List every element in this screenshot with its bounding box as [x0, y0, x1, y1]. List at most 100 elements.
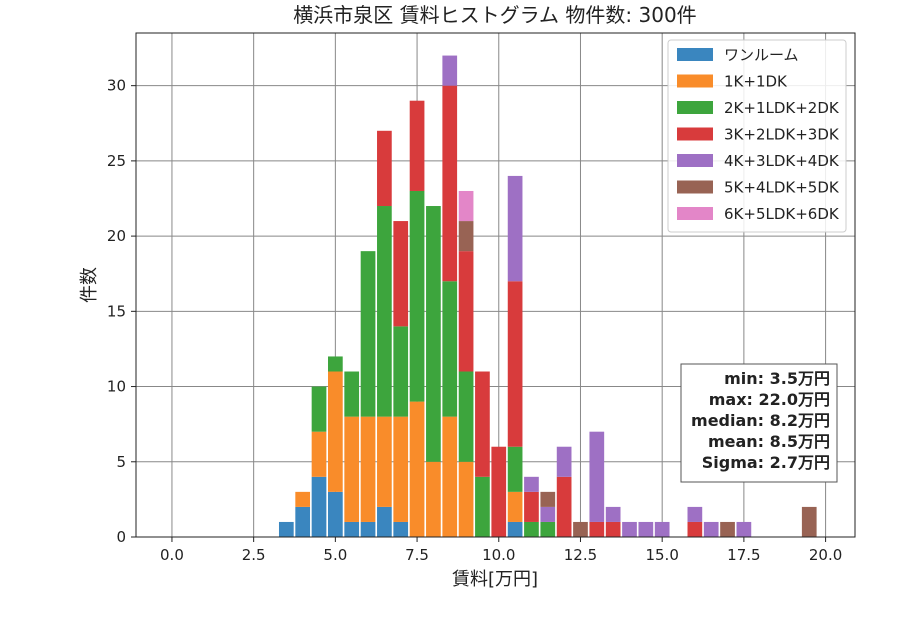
- histogram-bar: [377, 130, 392, 207]
- chart-title: 横浜市泉区 賃料ヒストグラム 物件数: 300件: [293, 3, 696, 27]
- histogram-bar: [540, 491, 556, 507]
- x-axis: 0.0 2.5 5.0 7.5 10.0 12.5 15.0 17.5 20.0: [160, 537, 842, 564]
- stats-line: mean: 8.5万円: [708, 432, 830, 451]
- legend-label: 3K+2LDK+3DK: [724, 126, 840, 144]
- histogram-bar: [360, 251, 376, 417]
- histogram-bar: [507, 281, 523, 447]
- x-tick-label: 10.0: [482, 546, 515, 564]
- x-tick-label: 15.0: [645, 546, 678, 564]
- histogram-bar: [507, 446, 523, 492]
- plot-frame: [135, 32, 856, 538]
- legend-swatch: [677, 48, 713, 61]
- x-axis-label: 賃料[万円]: [452, 569, 538, 590]
- histogram-bar: [328, 491, 343, 537]
- histogram-bar: [295, 491, 311, 507]
- histogram-bar: [409, 401, 425, 537]
- histogram-bar: [720, 521, 735, 537]
- y-axis: 0 5 10 15 20 25 30: [107, 77, 136, 546]
- histogram-bar: [377, 416, 392, 507]
- histogram-bar: [638, 521, 654, 537]
- histogram-bar: [736, 521, 752, 537]
- histogram-bar: [393, 416, 409, 522]
- histogram-bar: [540, 521, 556, 537]
- histogram-bar: [311, 431, 327, 477]
- histogram-bar: [442, 55, 458, 86]
- histogram-bar: [556, 446, 572, 477]
- stats-line: Sigma: 2.7万円: [702, 453, 830, 472]
- histogram-bar: [393, 521, 409, 537]
- histogram-bar: [360, 416, 376, 522]
- histogram-bar: [605, 521, 621, 537]
- histogram-bar: [458, 371, 474, 462]
- histogram-bar: [475, 476, 490, 537]
- histogram-bar: [377, 506, 392, 537]
- histogram-bar: [278, 521, 294, 537]
- histogram-bar: [687, 506, 703, 522]
- histogram-bar: [442, 416, 458, 537]
- histogram-bar: [344, 371, 360, 417]
- y-tick-label: 0: [116, 528, 126, 546]
- histogram-bar: [687, 521, 703, 537]
- legend-label: 4K+3LDK+4DK: [724, 152, 840, 170]
- histogram-bar: [507, 491, 523, 522]
- y-tick-label: 30: [107, 77, 126, 95]
- histogram-bar: [524, 491, 539, 522]
- legend-swatch: [677, 101, 713, 114]
- histogram-bar: [311, 386, 327, 432]
- histogram-bar: [507, 521, 523, 537]
- histogram-bar: [409, 190, 425, 402]
- x-tick-label: 20.0: [809, 546, 842, 564]
- legend-label: 2K+1LDK+2DK: [724, 99, 840, 117]
- x-tick-label: 17.5: [727, 546, 760, 564]
- histogram-bar: [409, 100, 425, 191]
- histogram-bar: [589, 521, 605, 537]
- x-tick-label: 5.0: [323, 546, 347, 564]
- histogram-bar: [393, 221, 409, 327]
- y-tick-label: 15: [107, 302, 126, 320]
- histogram-bar: [426, 461, 441, 537]
- histogram-bar: [622, 521, 637, 537]
- y-axis-label: 件数: [79, 267, 100, 303]
- histogram-bar: [589, 431, 605, 522]
- histogram-bar: [703, 521, 719, 537]
- histogram-bar: [344, 416, 360, 522]
- histogram-bar: [442, 281, 458, 417]
- legend-label: ワンルーム: [724, 46, 799, 64]
- legend-swatch: [677, 180, 713, 194]
- histogram-bar: [556, 476, 572, 537]
- histogram-bar: [458, 221, 474, 252]
- y-tick-label: 25: [107, 152, 126, 170]
- y-tick-label: 5: [116, 453, 126, 471]
- legend-label: 1K+1DK: [724, 73, 788, 91]
- x-tick-label: 0.0: [160, 546, 184, 564]
- bars: [278, 55, 817, 537]
- histogram-bar: [458, 190, 474, 222]
- legend-swatch: [677, 127, 713, 141]
- histogram-bar: [295, 506, 311, 537]
- histogram-bar: [458, 251, 474, 372]
- histogram-bar: [491, 446, 507, 537]
- histogram-bar: [573, 521, 588, 537]
- histogram-bar: [377, 206, 392, 417]
- legend: ワンルーム 1K+1DK 2K+1LDK+2DK 3K+2LDK+3DK 4K+3LDK…: [667, 39, 847, 233]
- histogram-bar: [458, 461, 474, 537]
- x-tick-label: 12.5: [564, 546, 597, 564]
- stats-line: min: 3.5万円: [724, 369, 830, 388]
- histogram-bar: [524, 521, 539, 537]
- histogram-bar: [507, 175, 523, 282]
- histogram-bar: [311, 476, 327, 537]
- y-tick-label: 20: [107, 227, 126, 245]
- x-tick-label: 2.5: [242, 546, 266, 564]
- histogram-bar: [475, 371, 490, 477]
- legend-swatch: [677, 154, 713, 167]
- histogram-bar: [328, 371, 343, 492]
- legend-label: 6K+5LDK+6DK: [724, 205, 840, 223]
- legend-swatch: [677, 74, 713, 88]
- legend-swatch: [677, 207, 713, 220]
- histogram-bar: [393, 326, 409, 417]
- legend-label: 5K+4LDK+5DK: [724, 179, 840, 197]
- x-tick-label: 7.5: [405, 546, 429, 564]
- histogram-bar: [344, 521, 360, 537]
- stats-box: min: 3.5万円 max: 22.0万円 median: 8.2万円 mean: …: [680, 363, 838, 483]
- histogram-bar: [801, 506, 817, 537]
